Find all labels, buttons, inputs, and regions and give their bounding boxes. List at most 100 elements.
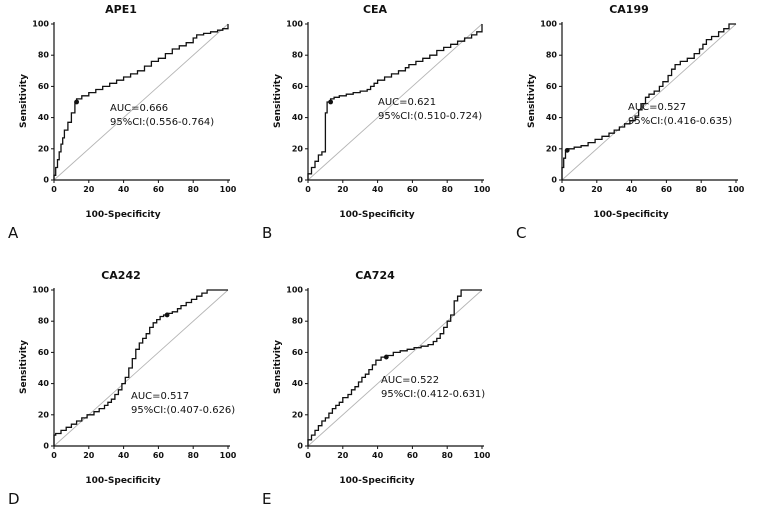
auc-value: AUC=0.666: [110, 103, 169, 114]
y-tick-label: 100: [286, 20, 303, 29]
x-tick-label: 40: [118, 185, 130, 194]
x-tick-label: 80: [442, 185, 454, 194]
roc-curve: [53, 24, 229, 180]
roc-panel-ca242: CA242 Sensitivity 0 0 20 20 40 40 60 60 80 80 100 1…: [6, 268, 258, 514]
y-tick-label: 60: [546, 82, 558, 91]
x-tick-label: 20: [83, 451, 95, 460]
x-tick-label: 80: [442, 451, 454, 460]
x-tick-label: 100: [474, 185, 491, 194]
roc-panel-ape1: APE1 Sensitivity 0 0 20 20 40 40 60 60 80 80 100 10…: [6, 2, 258, 254]
auc-annotation: AUC=0.522 95%CI:(0.412-0.631): [381, 374, 485, 402]
roc-plot: 00 20 20 40 40 60 60 80 80 100 100: [32, 20, 237, 195]
y-tick-label: 60: [38, 82, 50, 91]
x-tick-label: 60: [153, 451, 165, 460]
y-tick-label: 80: [38, 51, 50, 60]
x-tick-label: 100: [220, 185, 237, 194]
y-tick-label: 20: [38, 144, 50, 153]
y-tick-label: 60: [292, 348, 304, 357]
x-tick-label: 20: [337, 451, 349, 460]
x-tick-label: 80: [696, 185, 708, 194]
auc-value: AUC=0.621: [378, 97, 437, 108]
plot-area: Sensitivity 0 0 20 20 40 40 60 60 80 80 100 100 AUC…: [273, 18, 494, 208]
x-tick-label: 40: [626, 185, 638, 194]
roc-panel-ca199: CA199 Sensitivity 0 0 20 20 40 40 60 60 80 80 100 1…: [514, 2, 766, 254]
x-axis-label: 100-Specificity: [593, 210, 669, 220]
auc-annotation: AUC=0.517 95%CI:(0.407-0.626): [131, 390, 235, 418]
roc-curve: [307, 289, 482, 446]
plot-area: Sensitivity 0 0 20 20 40 40 60 60 80 80 100 100 AUC…: [19, 18, 240, 208]
roc-marker: [383, 354, 389, 360]
y-tick-label: 80: [292, 51, 304, 60]
y-tick-label: 40: [38, 113, 50, 122]
auc-annotation: AUC=0.621 95%CI:(0.510-0.724): [378, 96, 482, 124]
plot-area: Sensitivity 0 0 20 20 40 40 60 60 80 80 100 100 AUC…: [273, 284, 494, 474]
auc-value: AUC=0.517: [131, 391, 190, 402]
diagonal-reference-line: [561, 23, 737, 181]
diagonal-reference-line: [307, 289, 483, 447]
roc-marker: [564, 147, 570, 153]
y-tick-label: 60: [292, 82, 304, 91]
x-tick-label: 0: [559, 185, 565, 194]
x-tick-label: 40: [118, 451, 130, 460]
y-tick-label: 0: [297, 442, 303, 451]
y-tick-label: 0: [43, 442, 49, 451]
panel-letter: C: [516, 224, 527, 242]
panel-letter: E: [262, 490, 272, 508]
x-tick-label: 40: [372, 451, 384, 460]
auc-value: AUC=0.527: [628, 102, 687, 113]
x-tick-label: 0: [51, 451, 57, 460]
x-tick-label: 20: [337, 185, 349, 194]
roc-panel-ca724: CA724 Sensitivity 0 0 20 20 40 40 60 60 80 80 100 1…: [260, 268, 512, 514]
roc-curve: [561, 23, 736, 180]
x-tick-label: 100: [474, 451, 491, 460]
x-tick-label: 60: [407, 185, 419, 194]
roc-plot: 00 20 20 40 40 60 60 80 80 100 100: [286, 20, 491, 195]
y-tick-label: 40: [292, 379, 304, 388]
auc-ci: 95%CI:(0.412-0.631): [381, 389, 486, 400]
auc-ci: 95%CI:(0.407-0.626): [131, 405, 236, 416]
roc-panel-cea: CEA Sensitivity 0 0 20 20 40 40 60 60 80 80 100 100…: [260, 2, 512, 254]
roc-marker: [74, 99, 80, 105]
chart-title: CA724: [355, 269, 395, 282]
y-tick-label: 0: [297, 176, 303, 185]
plot-area: Sensitivity 0 0 20 20 40 40 60 60 80 80 100 100 AUC…: [527, 18, 748, 208]
y-tick-label: 20: [292, 144, 304, 153]
roc-curve: [53, 289, 228, 446]
y-tick-label: 0: [551, 176, 557, 185]
roc-plot: 00 20 20 40 40 60 60 80 80 100 100: [32, 286, 236, 461]
roc-marker: [164, 312, 170, 318]
x-tick-label: 0: [51, 185, 57, 194]
roc-plot: 00 20 20 40 40 60 60 80 80 100 100: [286, 286, 491, 461]
y-tick-label: 40: [38, 379, 50, 388]
auc-annotation: AUC=0.527 95%CI:(0.416-0.635): [628, 101, 732, 129]
x-tick-label: 100: [728, 185, 745, 194]
auc-ci: 95%CI:(0.416-0.635): [628, 116, 733, 127]
diagonal-reference-line: [53, 289, 229, 447]
auc-ci: 95%CI:(0.556-0.764): [110, 117, 215, 128]
y-tick-label: 40: [546, 113, 558, 122]
roc-plot: 00 20 20 40 40 60 60 80 80 100 100: [540, 20, 745, 195]
y-tick-label: 20: [546, 144, 558, 153]
x-tick-label: 40: [372, 185, 384, 194]
auc-ci: 95%CI:(0.510-0.724): [378, 111, 483, 122]
x-axis-label: 100-Specificity: [85, 210, 161, 220]
x-tick-label: 20: [591, 185, 603, 194]
roc-marker: [328, 99, 334, 105]
y-tick-label: 40: [292, 113, 304, 122]
y-tick-label: 20: [292, 410, 304, 419]
y-tick-label: 20: [38, 410, 50, 419]
y-tick-label: 100: [540, 20, 557, 29]
panel-letter: D: [8, 490, 20, 508]
x-tick-label: 80: [188, 451, 200, 460]
chart-title: CEA: [362, 3, 388, 16]
y-tick-label: 0: [43, 176, 49, 185]
x-axis-label: 100-Specificity: [85, 476, 161, 486]
chart-title: APE1: [105, 3, 137, 16]
panel-letter: B: [262, 224, 273, 242]
y-tick-label: 80: [292, 317, 304, 326]
y-tick-label: 100: [32, 20, 49, 29]
x-tick-label: 20: [83, 185, 95, 194]
y-tick-label: 80: [546, 51, 558, 60]
x-tick-label: 60: [153, 185, 165, 194]
